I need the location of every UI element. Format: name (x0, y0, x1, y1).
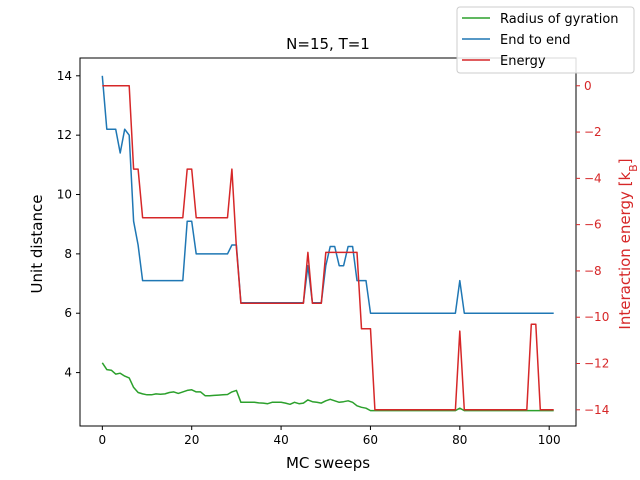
legend-label: Energy (500, 54, 546, 69)
legend: Radius of gyration End to end Energy (456, 6, 635, 74)
y-right-tick-label: −6 (584, 218, 602, 232)
legend-box (456, 6, 635, 74)
y-right-tick-label: −12 (584, 357, 609, 371)
x-tick-label: 100 (538, 433, 561, 447)
y-right-tick-label: −4 (584, 171, 602, 185)
x-tick-label: 80 (452, 433, 467, 447)
legend-label: Radius of gyration (500, 12, 619, 27)
y-left-tick-label: 4 (64, 366, 72, 380)
series-layer (101, 75, 554, 412)
x-tick-label: 20 (184, 433, 199, 447)
y-axis-right-label: Interaction energy [kB] (616, 158, 640, 329)
x-tick-label: 60 (363, 433, 378, 447)
x-tick-label: 40 (273, 433, 288, 447)
radius-of-gyration-line (101, 362, 554, 412)
legend-label: End to end (500, 33, 571, 48)
y-right-tick-label: −10 (584, 310, 609, 324)
y-left-tick-label: 8 (64, 247, 72, 261)
end-to-end-line (101, 75, 554, 314)
y-left-tick-label: 10 (57, 188, 72, 202)
plot-frame (79, 57, 577, 427)
y-left-tick-label: 12 (57, 128, 72, 142)
x-axis: 0 20 40 60 80 100 (99, 426, 561, 447)
x-axis-label: MC sweeps (286, 454, 370, 472)
y-right-tick-label: −2 (584, 125, 602, 139)
y-right-tick-label: −8 (584, 264, 602, 278)
y-right-tick-label: 0 (584, 79, 592, 93)
energy-line (102, 85, 554, 411)
y-axis-right: 0 −2 −4 −6 −8 −10 −12 −14 (576, 79, 609, 417)
y-left-tick-label: 6 (64, 306, 72, 320)
plot-area (79, 57, 577, 427)
y-left-tick-label: 14 (57, 69, 72, 83)
y-axis-left: 4 6 8 10 12 14 (57, 69, 80, 380)
chart-title: N=15, T=1 (286, 35, 370, 53)
x-tick-label: 0 (99, 433, 107, 447)
y-right-tick-label: −14 (584, 403, 609, 417)
y-axis-left-label: Unit distance (28, 195, 46, 294)
